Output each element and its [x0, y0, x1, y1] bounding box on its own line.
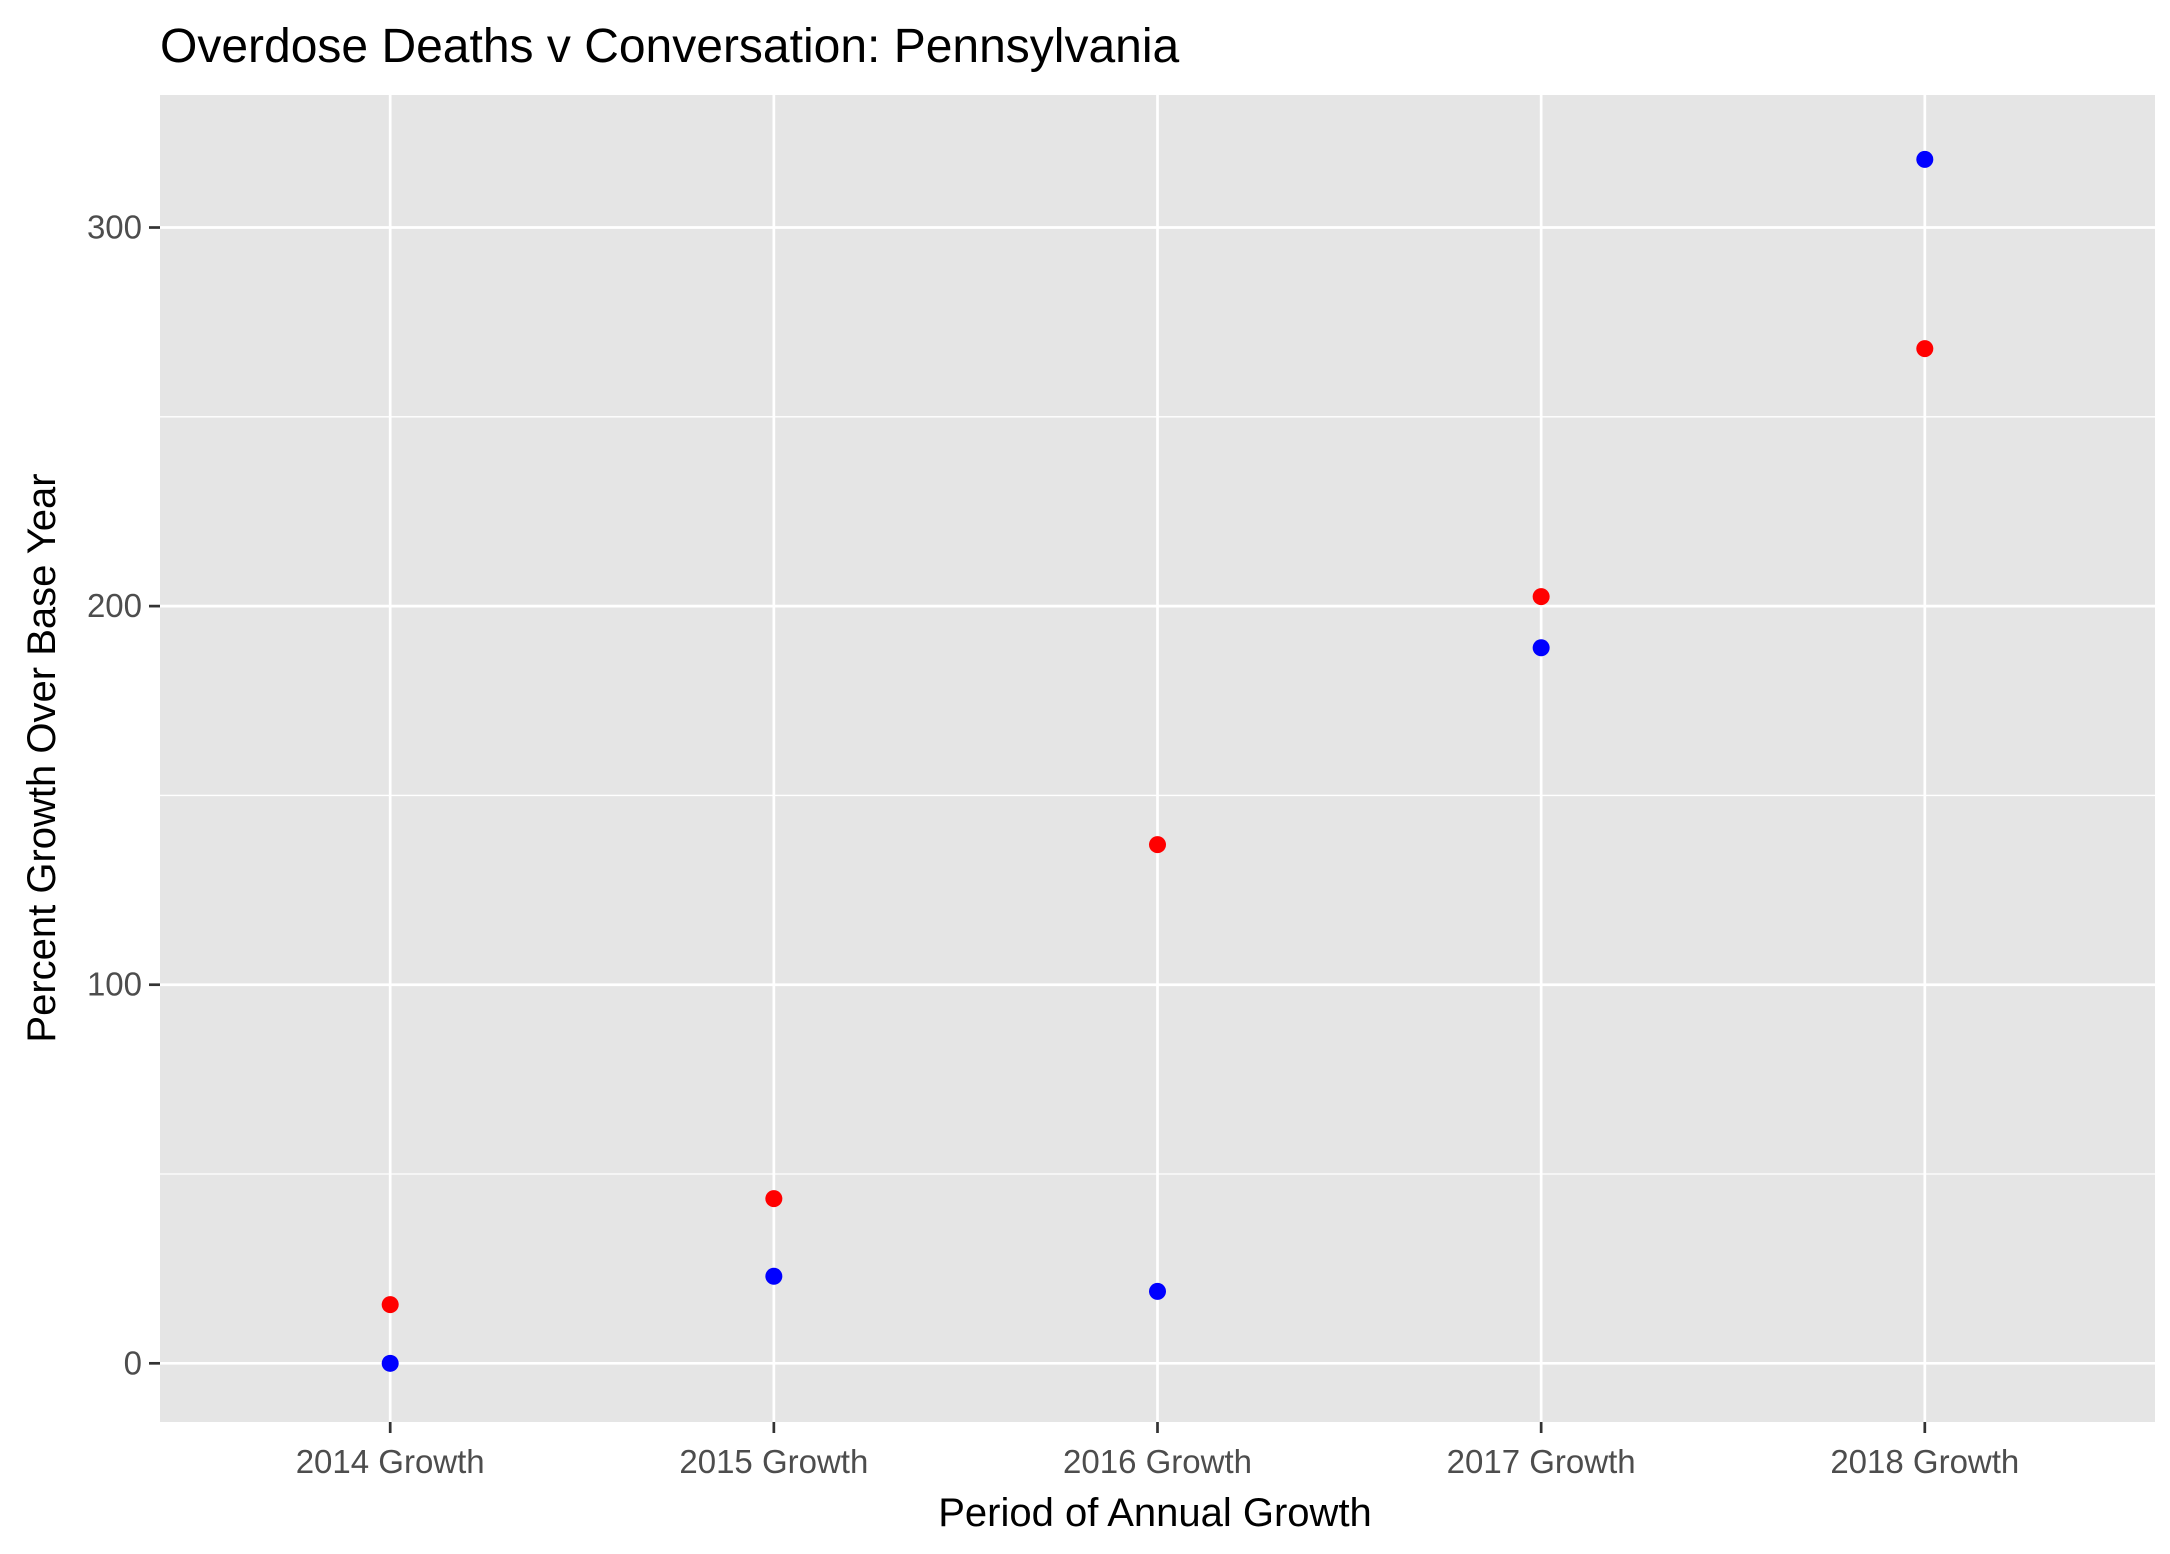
data-point-series-2 — [765, 1267, 783, 1285]
x-tick-label: 2015 Growth — [679, 1443, 868, 1480]
data-point-series-1 — [1916, 340, 1934, 358]
y-axis-title: Percent Growth Over Base Year — [20, 473, 64, 1042]
data-point-series-1 — [1532, 588, 1550, 606]
y-tick-label: 100 — [87, 966, 142, 1003]
data-point-series-1 — [381, 1296, 399, 1314]
x-axis: 2014 Growth 2015 Growth 2016 Growth 2017 Gr… — [296, 1422, 2019, 1480]
data-point-series-2 — [1149, 1282, 1166, 1300]
chart-title: Overdose Deaths v Conversation: Pennsylv… — [160, 20, 1180, 73]
data-point-series-1 — [1149, 836, 1166, 854]
data-point-series-2 — [1532, 639, 1550, 657]
data-point-series-2 — [1916, 150, 1934, 168]
data-point-series-1 — [765, 1190, 783, 1208]
y-tick-label: 0 — [124, 1344, 142, 1381]
data-point-series-2 — [381, 1354, 399, 1372]
x-tick-label: 2017 Growth — [1447, 1443, 1636, 1480]
x-tick-label: 2016 Growth — [1063, 1443, 1252, 1480]
x-tick-label: 2014 Growth — [296, 1443, 485, 1480]
x-tick-label: 2018 Growth — [1830, 1443, 2019, 1480]
y-tick-label: 200 — [87, 587, 142, 624]
y-tick-label: 300 — [87, 209, 142, 246]
data-points — [381, 150, 1934, 1372]
x-axis-title: Period of Annual Growth — [938, 1491, 1372, 1535]
y-axis: 0 100 200 300 — [87, 209, 160, 1381]
major-gridlines — [160, 95, 2155, 1422]
